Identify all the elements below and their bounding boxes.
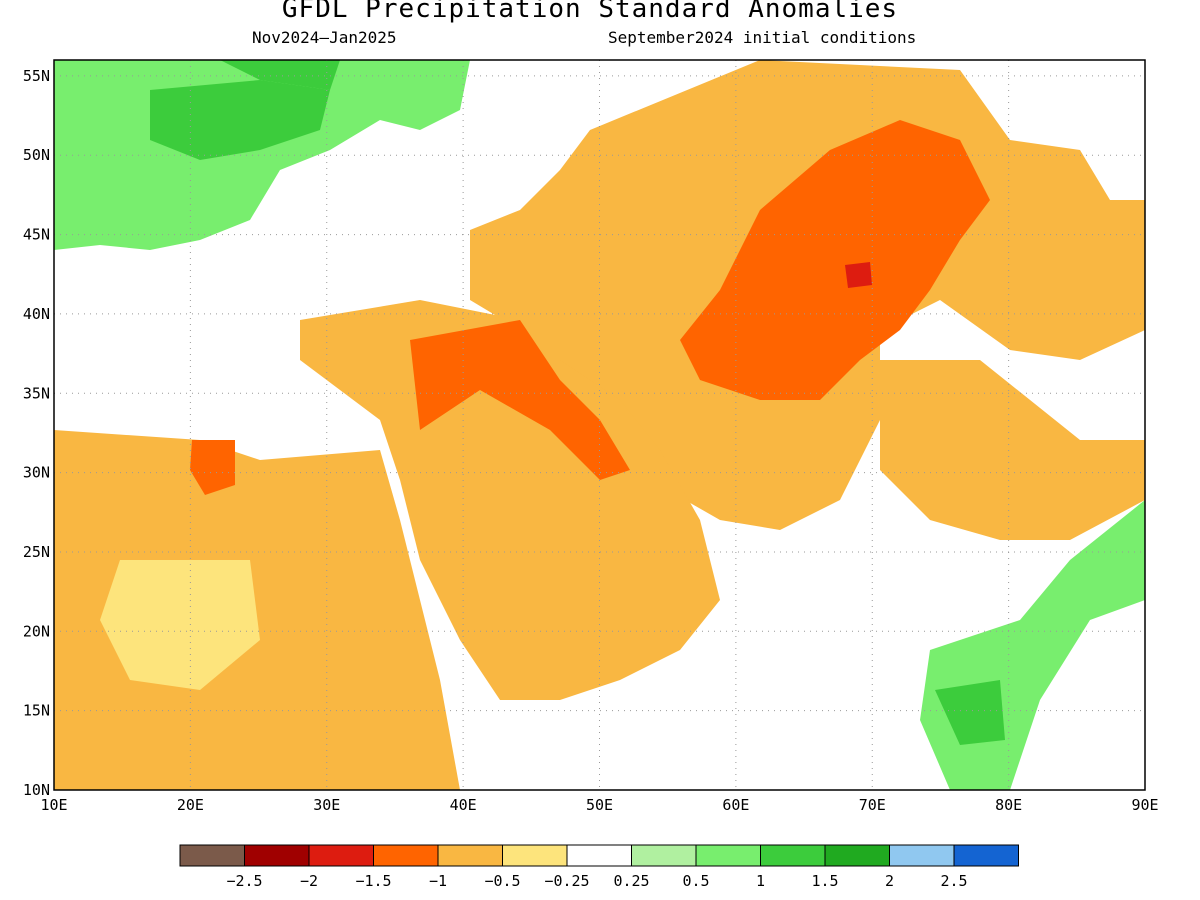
lon-tick-label: 40E [450, 796, 477, 814]
lon-tick-label: 50E [586, 796, 613, 814]
lon-tick-label: 20E [177, 796, 204, 814]
lat-tick-label: 55N [23, 67, 50, 85]
legend-label: 2.5 [940, 872, 967, 890]
legend-label: 0.25 [613, 872, 649, 890]
legend-swatch [953, 844, 1019, 867]
color-legend: −2.5 −2 −1.5 −1 −0.5 −0.25 0.25 0.5 1 1.5 2 2.5 [179, 844, 1019, 890]
legend-swatch [502, 844, 568, 867]
north-africa-light-dry [100, 560, 260, 690]
lat-tick-label: 10N [23, 781, 50, 799]
map-title: GFDL Precipitation Standard Anomalies [281, 0, 899, 24]
north-africa-dry-region [54, 430, 460, 790]
india-wet-core [935, 680, 1005, 745]
latitude-labels: 55N 50N 45N 40N 35N 30N 25N 20N 15N 10N [23, 67, 50, 799]
lat-tick-label: 50N [23, 146, 50, 164]
lat-tick-label: 15N [23, 702, 50, 720]
lon-tick-label: 80E [995, 796, 1022, 814]
central-asia-dry-peak [845, 262, 872, 288]
legend-label: 1 [756, 872, 765, 890]
legend-swatch [308, 844, 374, 867]
legend-swatch [760, 844, 826, 867]
lon-tick-label: 90E [1131, 796, 1158, 814]
central-asia-dry-core [680, 120, 990, 400]
lon-tick-label: 70E [859, 796, 886, 814]
lon-tick-label: 60E [722, 796, 749, 814]
anomaly-fields [54, 60, 1145, 790]
lat-tick-label: 30N [23, 464, 50, 482]
legend-swatch [889, 844, 955, 867]
initial-conditions: September2024 initial conditions [608, 28, 917, 47]
europe-wet-core [150, 80, 330, 160]
lat-tick-label: 35N [23, 384, 50, 402]
lat-tick-label: 20N [23, 622, 50, 640]
lat-tick-label: 45N [23, 226, 50, 244]
legend-label: −2.5 [226, 872, 262, 890]
legend-label: 0.5 [682, 872, 709, 890]
lon-tick-label: 10E [40, 796, 67, 814]
levant-dry-core [410, 320, 630, 480]
legend-label: 1.5 [811, 872, 838, 890]
lon-tick-label: 30E [313, 796, 340, 814]
legend-swatch [695, 844, 761, 867]
legend-swatch [566, 844, 632, 867]
legend-swatch [244, 844, 310, 867]
libya-dry-core [190, 440, 235, 495]
legend-label: 2 [885, 872, 894, 890]
legend-swatch [824, 844, 890, 867]
map-frame [53, 59, 1146, 791]
legend-swatch [179, 844, 245, 867]
middle-east-dry-region [300, 300, 720, 700]
europe-wet-north [220, 60, 340, 90]
legend-swatch [437, 844, 503, 867]
legend-swatch [373, 844, 439, 867]
lat-tick-label: 25N [23, 543, 50, 561]
east-dry-region [880, 360, 1145, 540]
legend-label: −0.25 [544, 872, 589, 890]
lat-tick-label: 40N [23, 305, 50, 323]
legend-label: −2 [300, 872, 318, 890]
legend-label: −1.5 [355, 872, 391, 890]
forecast-period: Nov2024—Jan2025 [252, 28, 397, 47]
longitude-labels: 10E 20E 30E 40E 50E 60E 70E 80E 90E [40, 796, 1158, 814]
legend-swatch [631, 844, 697, 867]
legend-label: −0.5 [484, 872, 520, 890]
legend-label: −1 [429, 872, 447, 890]
